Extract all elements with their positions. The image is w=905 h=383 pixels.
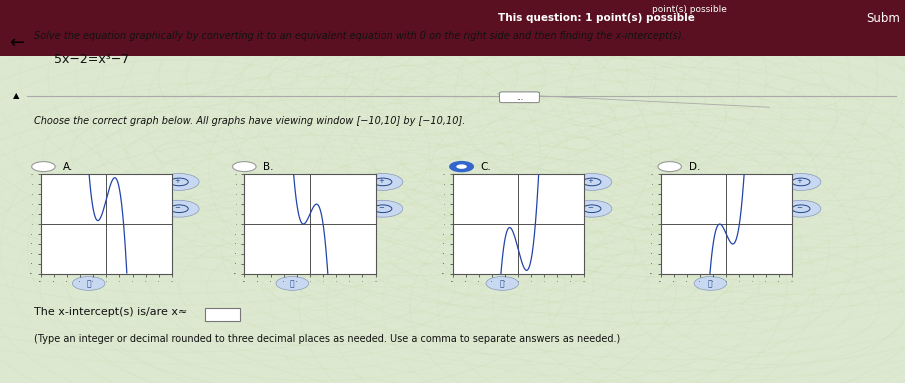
Circle shape bbox=[233, 162, 256, 172]
Circle shape bbox=[159, 200, 199, 217]
Text: ▲: ▲ bbox=[13, 91, 20, 100]
Text: −: − bbox=[378, 205, 384, 211]
Text: D.: D. bbox=[689, 162, 700, 172]
Text: 5x−2=x³−7: 5x−2=x³−7 bbox=[54, 53, 129, 66]
Text: (Type an integer or decimal rounded to three decimal places as needed. Use a com: (Type an integer or decimal rounded to t… bbox=[34, 334, 621, 344]
Text: ⧉: ⧉ bbox=[708, 279, 713, 288]
Circle shape bbox=[456, 164, 467, 169]
Circle shape bbox=[32, 162, 55, 172]
FancyBboxPatch shape bbox=[205, 308, 240, 321]
Circle shape bbox=[572, 173, 612, 190]
Circle shape bbox=[159, 173, 199, 190]
Text: +: + bbox=[175, 178, 180, 184]
Text: C.: C. bbox=[481, 162, 491, 172]
Text: This question: 1 point(s) possible: This question: 1 point(s) possible bbox=[498, 13, 695, 23]
Circle shape bbox=[486, 277, 519, 290]
Text: −: − bbox=[587, 205, 593, 211]
Text: −: − bbox=[796, 205, 802, 211]
Text: ...: ... bbox=[516, 93, 523, 102]
Circle shape bbox=[276, 277, 309, 290]
Text: +: + bbox=[587, 178, 593, 184]
Circle shape bbox=[72, 277, 105, 290]
Text: ⧉: ⧉ bbox=[500, 279, 505, 288]
Text: A.: A. bbox=[62, 162, 72, 172]
Text: Solve the equation graphically by converting it to an equivalent equation with 0: Solve the equation graphically by conver… bbox=[34, 31, 685, 41]
Text: point(s) possible: point(s) possible bbox=[652, 5, 727, 14]
Text: Subm: Subm bbox=[867, 12, 900, 25]
Circle shape bbox=[781, 200, 821, 217]
Circle shape bbox=[658, 162, 681, 172]
Circle shape bbox=[781, 173, 821, 190]
Circle shape bbox=[363, 200, 403, 217]
Circle shape bbox=[572, 200, 612, 217]
Text: The x-intercept(s) is/are x≈: The x-intercept(s) is/are x≈ bbox=[34, 307, 187, 317]
Text: Choose the correct graph below. All graphs have viewing window [−10,10] by [−10,: Choose the correct graph below. All grap… bbox=[34, 116, 466, 126]
Text: B.: B. bbox=[263, 162, 274, 172]
Circle shape bbox=[694, 277, 727, 290]
FancyBboxPatch shape bbox=[500, 92, 539, 103]
Circle shape bbox=[363, 173, 403, 190]
Text: ⧉: ⧉ bbox=[86, 279, 91, 288]
Circle shape bbox=[450, 162, 473, 172]
Text: +: + bbox=[796, 178, 802, 184]
Bar bbox=[0, 0, 905, 56]
Text: +: + bbox=[378, 178, 384, 184]
Text: ←: ← bbox=[9, 34, 24, 52]
Text: −: − bbox=[175, 205, 180, 211]
Text: ⧉: ⧉ bbox=[290, 279, 295, 288]
